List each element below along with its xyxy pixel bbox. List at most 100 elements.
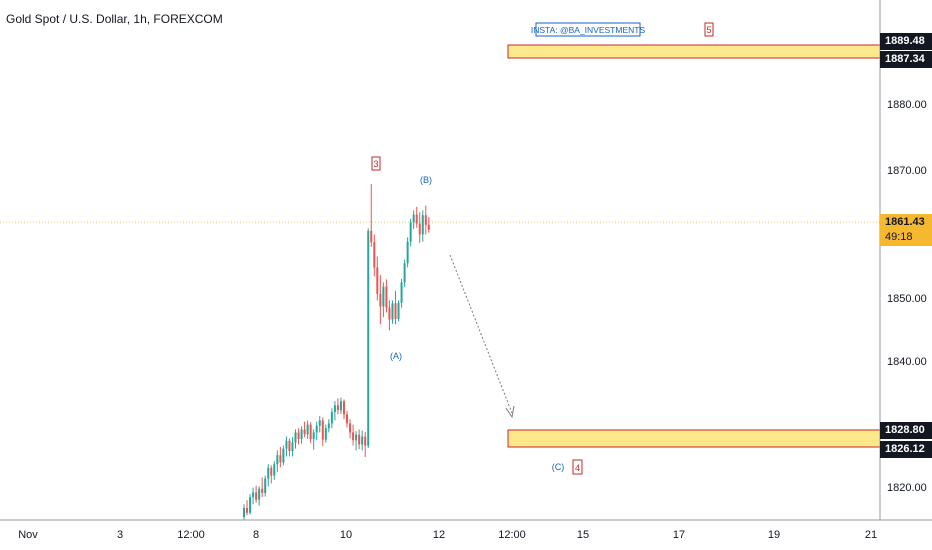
wave-a-label: (A) [390,351,402,361]
price-tick: 1850.00 [887,293,927,305]
candle-body [246,508,249,513]
wave-4-box [572,459,583,475]
candle-body [336,405,339,411]
candle-body [382,286,385,307]
candle-body [339,401,342,411]
wave-4-label: 4 [575,463,580,473]
time-label: 8 [253,529,259,541]
candle-body [306,424,309,435]
time-label: 15 [577,529,589,541]
price-tick: 1820.00 [887,482,927,494]
candle-body [370,230,373,243]
candle-body [424,215,427,225]
candle-body [252,492,255,498]
symbol-title: Gold Spot / U.S. Dollar, 1h, FOREXCOM [6,12,223,26]
candle-body [352,432,355,441]
time-label: 12:00 [177,529,205,541]
candle-body [276,455,279,465]
candle-body [409,222,412,242]
candle-body [309,424,312,439]
candle-body [394,303,397,319]
candle-body [333,405,336,412]
candle-body [403,263,406,283]
candle-body [264,478,267,493]
candle-body [415,214,418,224]
candle-body [397,302,400,319]
candle-body [400,282,403,303]
price-tag-zone-low-bottom: 1826.12 [880,441,932,458]
candle-body [412,214,415,223]
candle-body [349,423,352,433]
price-tick: 1880.00 [887,99,927,111]
candle-body [288,440,291,451]
time-label: 3 [117,529,123,541]
projection-arrow-head [505,405,515,419]
candle-body [270,467,273,476]
candle-body [255,492,258,500]
candle-body [261,488,264,493]
candle-body [346,414,349,424]
candle-body [367,230,370,446]
candle-body [294,432,297,443]
time-label: 12 [433,529,445,541]
candle-body [318,420,321,426]
candle-body [421,215,424,235]
candle-body [330,412,333,424]
bar-countdown: 49:18 [885,231,913,243]
wave-5-box [704,22,714,37]
candle-body [364,436,367,446]
target-zone-upper [507,44,881,59]
candle-body [391,303,394,320]
candle-body [427,224,430,230]
price-tick: 1870.00 [887,165,927,177]
candle-body [342,401,345,415]
candle-body [379,293,382,307]
candle-body [355,434,358,441]
price-tag-zone-high-bottom: 1887.34 [880,51,932,68]
candle-body [279,455,282,463]
wave-c-label: (C) [552,462,565,472]
target-zone-lower [507,429,881,448]
candle-body [406,241,409,264]
time-label: Nov [18,529,38,541]
candle-body [285,440,288,449]
wave-3-label: 3 [373,159,378,169]
price-tag-zone-high-top: 1889.48 [880,33,932,50]
candle-body [312,432,315,439]
candle-body [358,434,361,445]
candle-body [361,436,364,445]
insta-label-box [535,22,641,37]
candle-body [300,429,303,439]
time-label: 10 [340,529,352,541]
time-label: 17 [673,529,685,541]
candle-body [291,442,294,451]
candle-body [385,286,388,308]
candle-body [418,223,421,235]
projection-arrow-line [449,254,513,414]
candle-body [315,425,318,433]
candle-body [388,307,391,320]
time-label: 19 [768,529,780,541]
current-price-tag: 1861.43 49:18 [880,214,932,246]
wave-5-label: 5 [706,25,711,35]
wave-b-label: (B) [420,175,432,185]
candle-body [243,508,245,517]
candle-body [373,242,376,268]
wave-3-box [371,156,381,171]
candle-body [303,429,306,435]
candle-body [249,497,252,513]
price-tick: 1840.00 [887,356,927,368]
time-label: 21 [865,529,877,541]
candlestick-series [243,184,430,520]
candle-body [297,432,300,439]
candle-body [324,428,327,440]
candle-body [273,464,276,476]
candle-body [376,267,379,294]
insta-label: INSTA: @BA_INVESTMENTS [531,25,646,35]
candle-body [327,423,330,429]
time-label: 12:00 [498,529,526,541]
candle-body [321,420,324,440]
candle-body [258,488,261,500]
